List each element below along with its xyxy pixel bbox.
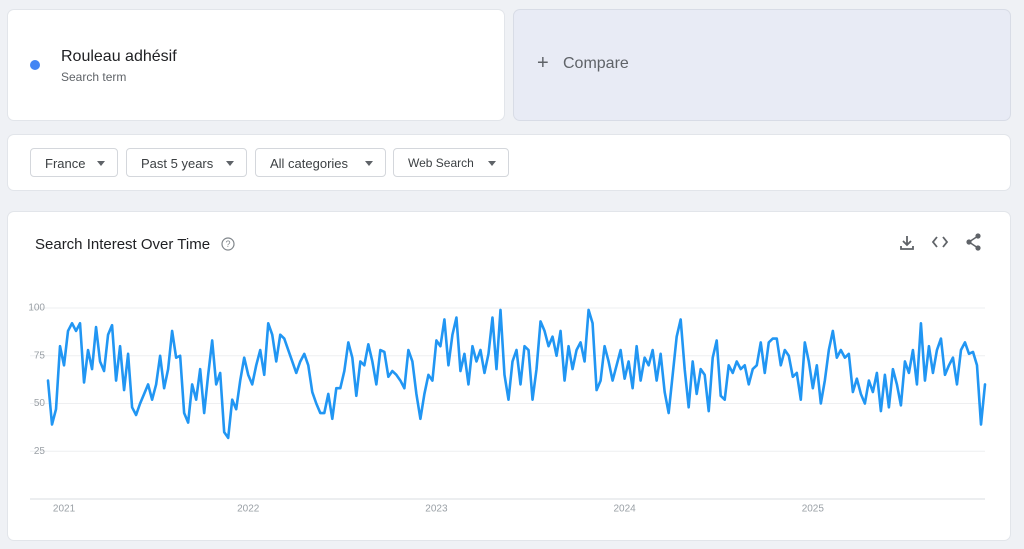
search-term-card: Rouleau adhésif Search term [8, 10, 504, 120]
y-tick-label: 25 [34, 446, 46, 457]
compare-button[interactable]: + Compare [514, 10, 1010, 120]
search-type-dropdown[interactable]: Web Search [393, 148, 509, 177]
x-tick-label: 2025 [802, 504, 825, 515]
chart: Search Interest Over Time ? 25 50 75 100 202… [28, 233, 987, 515]
search-term: Rouleau adhésif [61, 48, 177, 65]
x-tick-label: 2023 [425, 504, 448, 515]
embed-icon[interactable] [931, 236, 949, 248]
series-dot [30, 60, 40, 70]
chart-title: Search Interest Over Time [35, 236, 210, 253]
y-tick-label: 100 [28, 303, 45, 314]
category-dropdown[interactable]: All categories [255, 148, 386, 177]
y-tick-label: 75 [34, 350, 46, 361]
svg-text:?: ? [225, 239, 230, 249]
filter-bar: France Past 5 years All categories Web S… [8, 135, 1010, 190]
plus-icon: + [537, 52, 549, 74]
x-tick-label: 2021 [53, 504, 76, 515]
region-dropdown[interactable]: France [30, 148, 118, 177]
x-tick-label: 2022 [237, 504, 260, 515]
x-tick-label: 2024 [613, 504, 636, 515]
trend-line [46, 308, 987, 440]
download-icon[interactable] [900, 236, 914, 250]
compare-label: Compare [563, 55, 629, 72]
chart-card: Search Interest Over Time ? 25 50 75 100 202… [8, 212, 1010, 540]
search-term-subtitle: Search term [61, 70, 127, 84]
share-icon[interactable] [966, 233, 981, 251]
help-icon[interactable]: ? [221, 237, 235, 251]
y-tick-label: 50 [34, 398, 46, 409]
period-dropdown[interactable]: Past 5 years [126, 148, 247, 177]
